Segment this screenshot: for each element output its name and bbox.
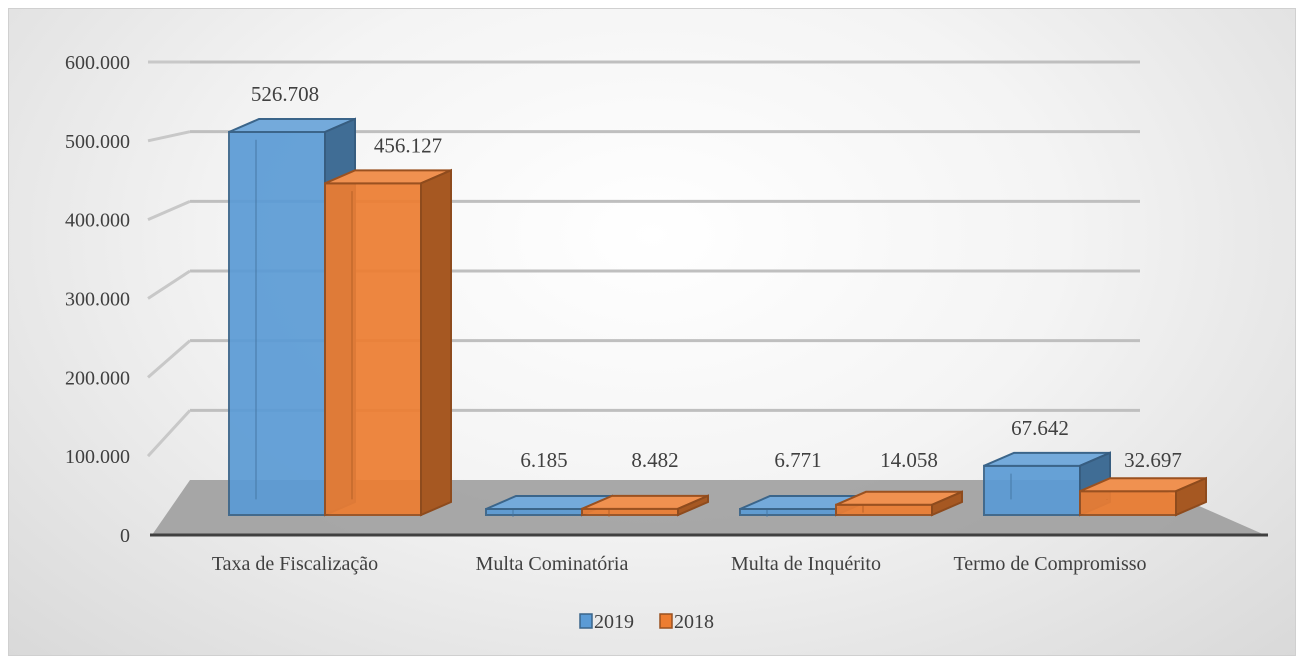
legend-label: 2018 — [674, 611, 714, 633]
data-label: 8.482 — [631, 448, 678, 472]
bar-front — [324, 182, 422, 516]
bar-2018-0 — [324, 168, 452, 517]
category-label: Taxa de Fiscalização — [212, 553, 378, 575]
gridline-side — [147, 269, 191, 300]
data-label: 32.697 — [1124, 448, 1182, 472]
legend-item-2019: 2019 — [579, 611, 634, 633]
data-label: 526.708 — [251, 82, 319, 106]
category-label: Termo de Compromisso — [953, 553, 1146, 575]
bar-side — [931, 490, 963, 517]
bar-2018-2 — [835, 490, 963, 517]
y-tick-label: 300.000 — [65, 289, 130, 311]
bar-2019-3 — [983, 451, 1111, 517]
bar-2018-1 — [581, 494, 709, 517]
y-tick-label: 600.000 — [65, 52, 130, 74]
gridline-side — [147, 130, 191, 143]
legend-swatch — [579, 613, 593, 629]
legend-item-2018: 2018 — [659, 611, 714, 633]
gridline-side — [147, 339, 191, 379]
bar-side — [420, 168, 452, 517]
bar-front — [835, 503, 933, 517]
data-label: 456.127 — [374, 133, 442, 157]
y-tick-label: 400.000 — [65, 210, 130, 232]
bar-side — [677, 494, 709, 517]
data-label: 6.771 — [774, 448, 821, 472]
y-tick-label: 0 — [120, 525, 130, 547]
y-tick-label: 100.000 — [65, 446, 130, 468]
data-label: 67.642 — [1011, 416, 1069, 440]
legend-swatch — [659, 613, 673, 629]
data-label: 6.185 — [520, 448, 567, 472]
bar-2019-1 — [485, 494, 613, 517]
bar-side — [1175, 476, 1207, 517]
data-label: 14.058 — [880, 448, 938, 472]
bar-front — [228, 131, 326, 516]
legend-label: 2019 — [594, 611, 634, 633]
bar-front — [983, 464, 1081, 516]
y-tick-label: 200.000 — [65, 367, 130, 389]
chart-frame — [8, 8, 1296, 656]
category-label: Multa de Inquérito — [731, 553, 881, 575]
gridline-side — [146, 409, 192, 458]
bar-front — [1079, 490, 1177, 517]
category-label: Multa Cominatória — [476, 553, 629, 575]
bar-2018-3 — [1079, 476, 1207, 517]
y-tick-label: 500.000 — [65, 131, 130, 153]
gridline-side — [147, 199, 191, 222]
